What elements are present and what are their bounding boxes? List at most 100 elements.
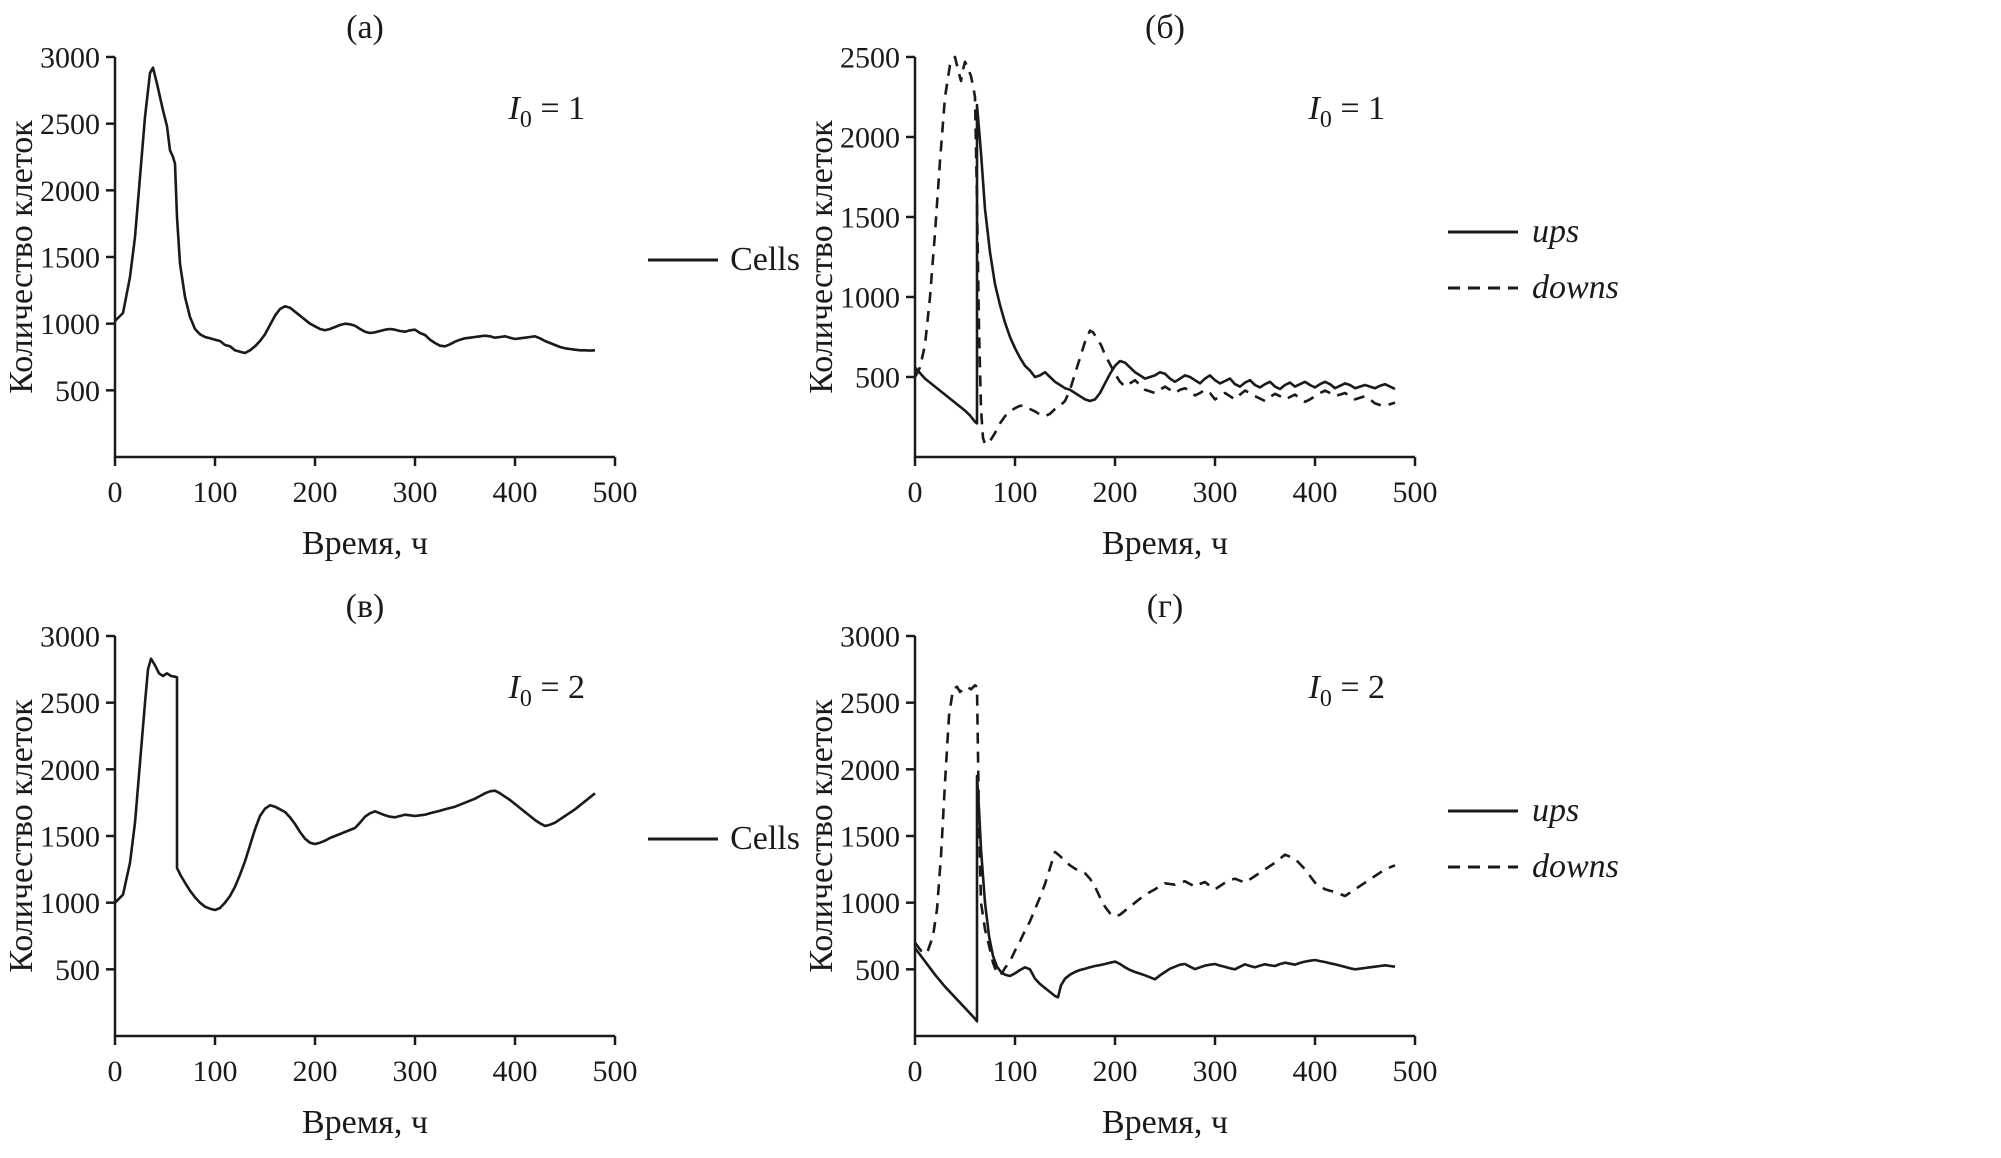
panel-title: (г)	[1147, 588, 1184, 625]
chart-a: 500 1000 1500 2000 2500 3000 0 100 200 300 400 500 К…	[0, 2, 640, 577]
x-tick-label: 300	[393, 1055, 438, 1088]
x-tick-label: 100	[193, 1055, 238, 1088]
y-tick-label: 1000	[840, 887, 900, 920]
y-tick-label: 500	[855, 362, 900, 395]
y-tick-label: 1500	[40, 242, 100, 275]
x-tick-label: 200	[293, 1055, 338, 1088]
legend-label: downs	[1532, 847, 1619, 885]
panel-b: 500 1000 1500 2000 2500 0 100 200 300 400 500 Колич…	[800, 0, 2001, 579]
dashed-line-icon	[1448, 286, 1518, 289]
legend-b: ups downs	[1446, 213, 1619, 307]
y-tick-label: 2500	[40, 108, 100, 141]
legend-item-downs: downs	[1446, 269, 1619, 307]
y-tick-label: 500	[55, 375, 100, 408]
y-axis-label: Количество клеток	[3, 699, 40, 973]
y-tick-label: 1000	[40, 887, 100, 920]
legend-item-Cells: Cells	[646, 820, 800, 858]
y-tick-label: 500	[855, 954, 900, 987]
panel-v: 500 1000 1500 2000 2500 3000 0 100 200 300 400 500 К…	[0, 579, 800, 1158]
dashed-line-icon	[1448, 865, 1518, 868]
solid-line-icon	[648, 258, 718, 261]
y-tick-label: 1500	[840, 821, 900, 854]
chart-svg-a: 500 1000 1500 2000 2500 3000 0 100 200 300 400 500 К…	[3, 9, 638, 562]
legend-item-ups: ups	[1446, 213, 1619, 251]
panel-title: (в)	[346, 588, 385, 625]
legend-label: ups	[1532, 791, 1580, 829]
series-Cells	[114, 66, 596, 355]
chart-g: 500 1000 1500 2000 2500 3000 0 100 200 300 400 500 К…	[800, 581, 1440, 1156]
x-tick-label: 400	[493, 1055, 538, 1088]
x-tick-label: 500	[1393, 1055, 1438, 1088]
y-tick-label: 2000	[40, 175, 100, 208]
y-tick-label: 2500	[40, 687, 100, 720]
x-tick-label: 400	[493, 476, 538, 509]
y-tick-label: 3000	[840, 621, 900, 654]
chart-v: 500 1000 1500 2000 2500 3000 0 100 200 300 400 500 К…	[0, 581, 640, 1156]
y-axis-label: Количество клеток	[803, 699, 840, 973]
series-Cells	[114, 657, 596, 912]
x-axis-label: Время, ч	[1102, 525, 1228, 562]
y-tick-label: 3000	[40, 621, 100, 654]
legend-label: Cells	[730, 819, 800, 857]
x-tick-label: 300	[1193, 476, 1238, 509]
x-tick-label: 500	[593, 1055, 638, 1088]
panel-title: (б)	[1145, 9, 1185, 46]
annotation: I0 = 2	[507, 669, 585, 712]
x-tick-label: 300	[393, 476, 438, 509]
y-axis-label: Количество клеток	[803, 120, 840, 394]
annotation: I0 = 1	[1307, 90, 1385, 133]
x-tick-label: 500	[593, 476, 638, 509]
series-ups	[913, 774, 1396, 1023]
x-tick-label: 400	[1293, 476, 1338, 509]
legend-item-downs: downs	[1446, 848, 1619, 886]
x-tick-label: 0	[908, 476, 923, 509]
solid-line-icon	[648, 837, 718, 840]
legend-item-ups: ups	[1446, 792, 1619, 830]
chart-svg-g: 500 1000 1500 2000 2500 3000 0 100 200 300 400 500 К…	[803, 588, 1438, 1141]
series-ups	[914, 103, 1396, 425]
x-tick-label: 0	[108, 1055, 123, 1088]
x-tick-label: 200	[293, 476, 338, 509]
chart-svg-v: 500 1000 1500 2000 2500 3000 0 100 200 300 400 500 К…	[3, 588, 638, 1141]
y-tick-label: 2000	[840, 122, 900, 155]
annotation: I0 = 1	[507, 90, 585, 133]
legend-item-Cells: Cells	[646, 241, 800, 279]
legend-g: ups downs	[1446, 792, 1619, 886]
y-tick-label: 1500	[40, 821, 100, 854]
x-tick-label: 0	[908, 1055, 923, 1088]
series-downs	[913, 55, 1396, 446]
y-tick-label: 2000	[840, 754, 900, 787]
y-tick-label: 3000	[40, 42, 100, 75]
x-tick-label: 0	[108, 476, 123, 509]
x-axis-label: Время, ч	[1102, 1104, 1228, 1141]
y-tick-label: 2500	[840, 42, 900, 75]
panel-a: 500 1000 1500 2000 2500 3000 0 100 200 300 400 500 К…	[0, 0, 800, 579]
chart-svg-b: 500 1000 1500 2000 2500 0 100 200 300 400 500 Колич…	[803, 9, 1438, 562]
legend-a: Cells	[646, 241, 800, 279]
y-tick-label: 2000	[40, 754, 100, 787]
x-tick-label: 200	[1093, 1055, 1138, 1088]
y-tick-label: 500	[55, 954, 100, 987]
chart-b: 500 1000 1500 2000 2500 0 100 200 300 400 500 Колич…	[800, 2, 1440, 577]
y-tick-label: 1000	[840, 282, 900, 315]
panel-g: 500 1000 1500 2000 2500 3000 0 100 200 300 400 500 К…	[800, 579, 2001, 1158]
series-downs	[913, 684, 1396, 977]
panel-title: (а)	[346, 9, 384, 46]
x-tick-label: 100	[993, 476, 1038, 509]
x-tick-label: 100	[193, 476, 238, 509]
legend-label: ups	[1532, 212, 1580, 250]
y-tick-label: 1500	[840, 202, 900, 235]
y-axis-label: Количество клеток	[3, 120, 40, 394]
x-tick-label: 200	[1093, 476, 1138, 509]
legend-label: downs	[1532, 268, 1619, 306]
legend-v: Cells	[646, 820, 800, 858]
solid-line-icon	[1448, 809, 1518, 812]
annotation: I0 = 2	[1307, 669, 1385, 712]
x-tick-label: 400	[1293, 1055, 1338, 1088]
y-tick-label: 2500	[840, 687, 900, 720]
solid-line-icon	[1448, 230, 1518, 233]
x-axis-label: Время, ч	[302, 525, 428, 562]
x-axis-label: Время, ч	[302, 1104, 428, 1141]
x-tick-label: 300	[1193, 1055, 1238, 1088]
